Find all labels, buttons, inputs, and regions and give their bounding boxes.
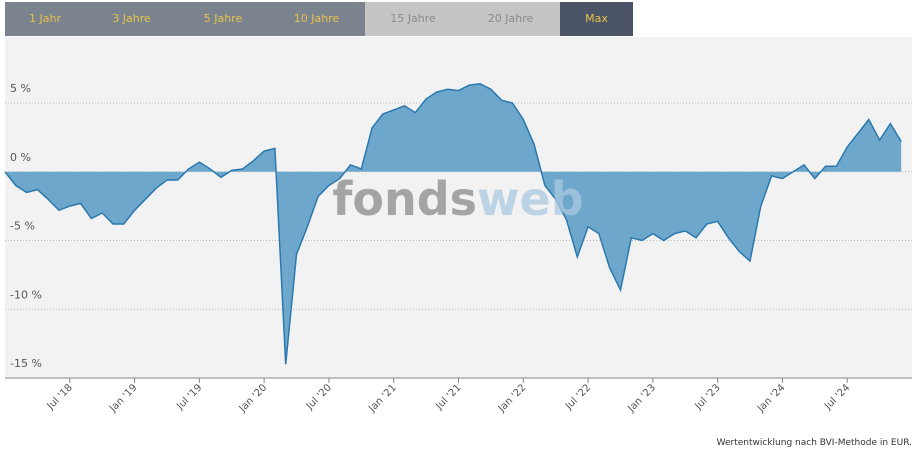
- range-tabs: 1 Jahr 3 Jahre 5 Jahre 10 Jahre 15 Jahre…: [5, 2, 633, 36]
- watermark: fondsweb: [332, 172, 583, 226]
- x-tick-label: Jul '24: [822, 382, 852, 412]
- x-tick-label: Jul '19: [174, 382, 204, 412]
- y-tick-label: -15 %: [10, 357, 42, 370]
- x-tick-label: Jan '23: [625, 382, 658, 415]
- tab[interactable]: 10 Jahre: [268, 2, 365, 36]
- x-tick-label: Jul '18: [45, 382, 75, 412]
- x-tick-label: Jul '20: [304, 382, 334, 412]
- y-tick-label: 0 %: [10, 151, 31, 164]
- tab[interactable]: 15 Jahre: [365, 2, 461, 36]
- area: [5, 83, 902, 365]
- x-tick-label: Jan '22: [496, 382, 529, 415]
- y-tick-label: 5 %: [10, 82, 31, 95]
- x-tick-label: Jul '21: [433, 382, 463, 412]
- tab[interactable]: 3 Jahre: [85, 2, 178, 36]
- x-tick-label: Jan '21: [366, 382, 399, 415]
- x-tick-label: Jul '22: [563, 382, 593, 412]
- tab[interactable]: 20 Jahre: [461, 2, 560, 36]
- tab[interactable]: 1 Jahr: [5, 2, 85, 36]
- footnote: Wertentwicklung nach BVI-Methode in EUR.: [717, 438, 912, 448]
- line: [4, 83, 902, 365]
- x-tick-label: Jan '19: [107, 382, 140, 415]
- watermark-part: fonds: [332, 172, 477, 226]
- y-tick-label: -10 %: [10, 288, 42, 301]
- x-tick-label: Jan '24: [755, 382, 788, 415]
- tab[interactable]: 5 Jahre: [178, 2, 268, 36]
- x-tick-label: Jan '20: [237, 382, 270, 415]
- y-tick-label: -5 %: [10, 220, 35, 233]
- x-tick-label: Jul '23: [693, 382, 723, 412]
- watermark-part: web: [477, 172, 584, 226]
- tab[interactable]: Max: [560, 2, 633, 36]
